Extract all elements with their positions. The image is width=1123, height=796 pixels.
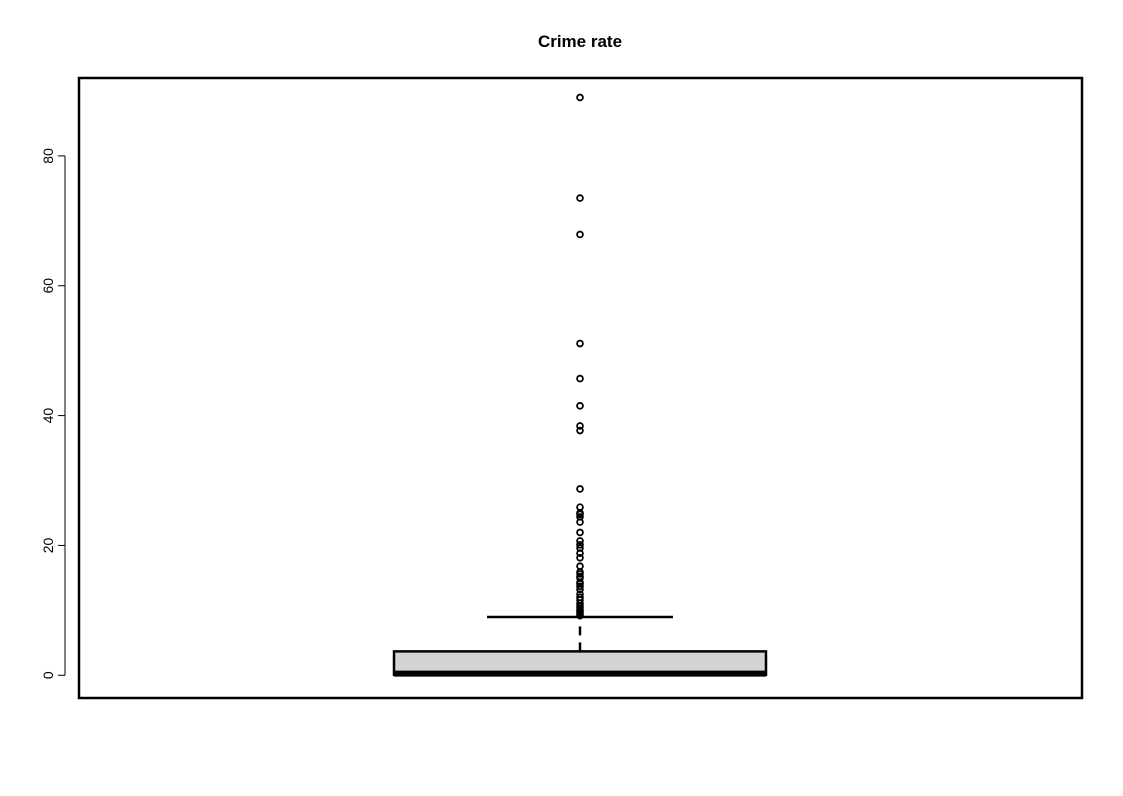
outlier-point	[576, 509, 584, 517]
outlier-point	[576, 426, 584, 435]
outlier-point	[576, 485, 584, 493]
outlier-point	[576, 572, 584, 581]
y-tick-label: 60	[40, 278, 56, 294]
outlier-point	[576, 590, 584, 598]
outlier-point	[576, 374, 584, 383]
outlier-point	[576, 562, 584, 571]
outlier-point	[576, 568, 584, 576]
y-tick-label: 0	[40, 671, 56, 679]
outlier-group	[576, 93, 584, 620]
outlier-point	[576, 503, 584, 511]
outlier-point	[576, 540, 584, 549]
outlier-point	[576, 553, 584, 562]
plot-frame	[77, 76, 1084, 700]
outlier-point	[576, 537, 584, 545]
outlier-point	[576, 339, 584, 348]
outlier-point	[576, 422, 584, 430]
outlier-point	[576, 93, 584, 102]
outlier-point	[576, 593, 584, 602]
box-group	[392, 615, 768, 677]
y-axis: 0 20 40 60 80	[40, 148, 65, 679]
outlier-point	[576, 194, 584, 202]
outlier-point	[576, 544, 584, 552]
outlier-point	[576, 402, 584, 410]
y-tick-label: 20	[40, 537, 56, 553]
outlier-point	[576, 528, 584, 537]
y-tick-label: 40	[40, 408, 56, 424]
y-tick-label: 80	[40, 148, 56, 164]
chart-title: Crime rate	[538, 32, 622, 51]
outlier-point	[576, 230, 584, 239]
outlier-point	[576, 582, 584, 591]
outlier-point	[576, 513, 584, 521]
